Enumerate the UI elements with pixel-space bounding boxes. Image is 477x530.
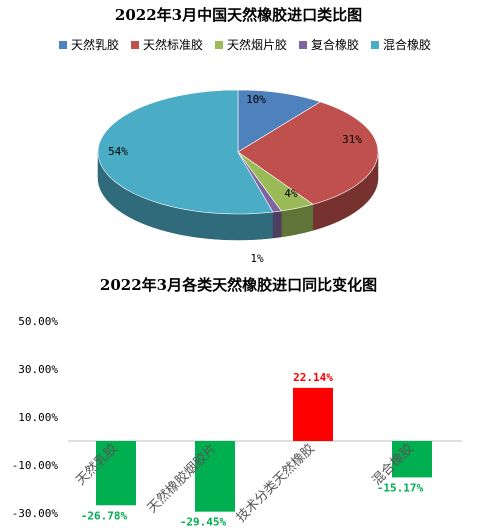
legend-item-latex: 天然乳胶 — [58, 36, 119, 53]
bar — [293, 387, 333, 441]
x-tick-label: 技术分类天然橡胶 — [233, 441, 318, 526]
pie-data-label: 31% — [342, 133, 362, 146]
bar — [392, 441, 432, 478]
bar-data-label: -29.45% — [180, 516, 227, 529]
legend-swatch — [130, 40, 139, 49]
pie-data-label: 54% — [108, 145, 128, 158]
pie-data-label: 1% — [250, 252, 264, 265]
legend-swatch — [58, 40, 67, 49]
pie-data-label: 10% — [246, 93, 266, 106]
legend-swatch — [299, 40, 307, 49]
pie-slice — [237, 101, 379, 205]
y-tick-label: -10.00% — [12, 459, 59, 472]
pie-data-label: 4% — [284, 187, 298, 200]
y-tick-label: -30.00% — [12, 507, 59, 520]
bar-chart-title: 2022年3月各类天然橡胶进口同比变化图 — [99, 276, 378, 294]
pie-slice — [97, 89, 274, 215]
legend-label: 混合橡胶 — [383, 38, 432, 52]
legend-label: 天然标准胶 — [142, 38, 203, 52]
legend-item-standard: 天然标准胶 — [130, 36, 203, 53]
bars — [96, 387, 432, 512]
legend-label: 复合橡胶 — [311, 38, 360, 52]
y-tick-label: 10.00% — [18, 411, 58, 424]
bar — [96, 441, 136, 506]
y-tick-label: 30.00% — [18, 363, 58, 376]
pie-slice-side — [272, 210, 282, 239]
bar-data-label: 22.14% — [293, 371, 333, 384]
y-tick-label: 50.00% — [18, 315, 58, 328]
bar-chart: 50.00% 30.00% 10.00% -10.00% -30.00% -26.78% -… — [12, 315, 462, 529]
legend-item-compound: 复合橡胶 — [299, 36, 359, 53]
legend-swatch — [214, 40, 223, 49]
bar-data-label: -26.78% — [81, 509, 128, 522]
legend-item-mixed: 混合橡胶 — [371, 36, 431, 53]
bar-data-label: -15.17% — [377, 481, 424, 494]
legend-label: 天然烟片胶 — [226, 38, 287, 52]
legend-label: 天然乳胶 — [70, 38, 119, 52]
legend-swatch — [371, 40, 380, 49]
y-axis: 50.00% 30.00% 10.00% -10.00% -30.00% — [12, 315, 59, 520]
pie-legend: 天然乳胶 天然标准胶 天然烟片胶 复合橡胶 混合橡胶 — [20, 36, 470, 53]
legend-item-smoked-sheet: 天然烟片胶 — [214, 36, 287, 53]
pie-chart-title: 2022年3月中国天然橡胶进口类比图 — [114, 6, 363, 24]
bar — [195, 441, 235, 512]
pie-chart: 10% 31% 4% 1% 54% — [97, 89, 379, 265]
pie-slice — [237, 89, 322, 153]
pie-side-layer — [97, 151, 379, 241]
